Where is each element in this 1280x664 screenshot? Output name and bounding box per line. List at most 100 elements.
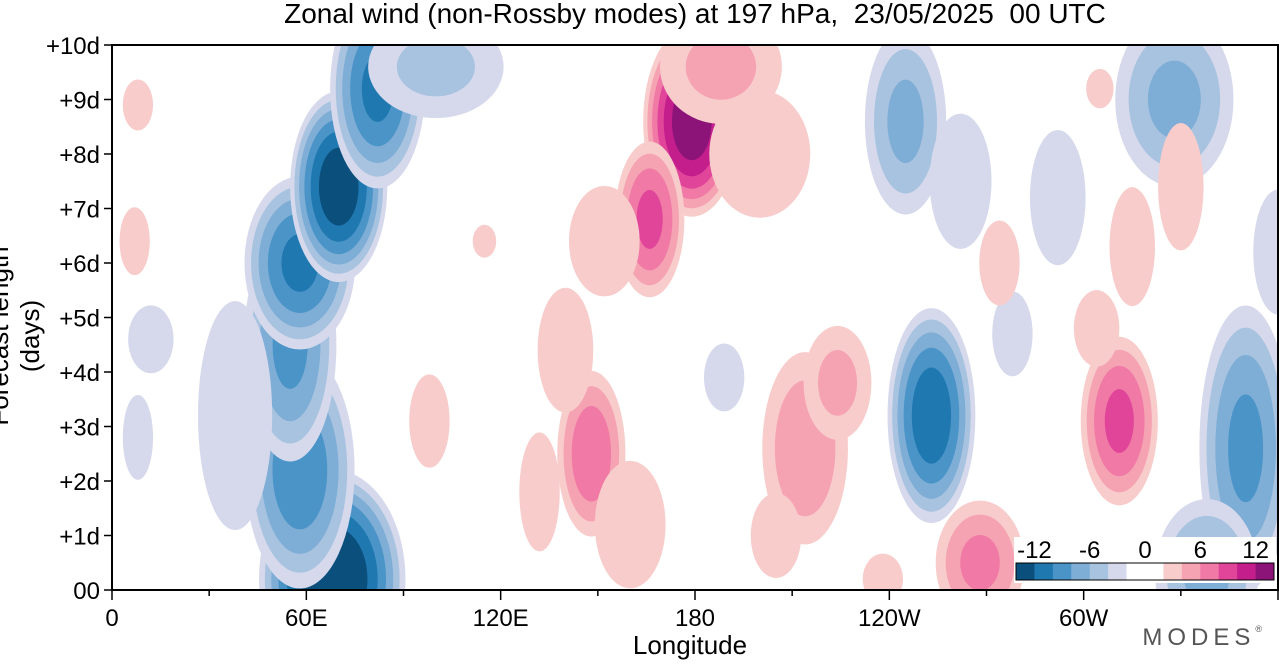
contour-feature-neg (197, 301, 273, 531)
contour-feature-pos (519, 432, 560, 552)
y-tick-label: +2d (59, 469, 100, 496)
contour-level (862, 553, 904, 590)
x-tick-label: 60W (1059, 605, 1109, 632)
x-tick-label: 120E (473, 605, 529, 632)
contour-level (1109, 187, 1155, 307)
contour-feature-pos (594, 460, 666, 589)
colorbar-label: -12 (1017, 537, 1052, 564)
registered-mark: ® (1255, 624, 1262, 634)
contour-feature-pos (803, 325, 872, 440)
contour-level (1104, 389, 1134, 453)
contour-feature-pos (935, 500, 1025, 590)
colorbar-swatch (1200, 563, 1220, 580)
colorbar-swatch (1181, 563, 1201, 580)
contour-level (571, 405, 612, 502)
contour-level (472, 224, 497, 258)
colorbar-swatch (1052, 563, 1072, 580)
colorbar-swatch (1034, 563, 1054, 580)
contour-level (685, 45, 757, 100)
contour-level (568, 185, 640, 297)
contour-level (992, 291, 1033, 377)
contour-level (128, 305, 174, 374)
y-tick-label: +1d (59, 524, 100, 551)
contour-feature-pos (979, 220, 1020, 306)
x-tick-label: 60E (285, 605, 328, 632)
contour-feature-neg (703, 343, 745, 412)
contour-feature-pos (472, 224, 497, 258)
contour-feature-pos (1073, 290, 1120, 367)
colorbar-frame (1015, 562, 1275, 581)
contour-level (960, 534, 1000, 590)
contour-level (887, 79, 924, 164)
colorbar-swatch (1218, 563, 1238, 580)
y-tick-label: +6d (59, 251, 100, 278)
contour-feature-pos (119, 207, 150, 276)
contour-level (709, 90, 811, 218)
contour-level (979, 220, 1020, 306)
colorbar-swatch (1089, 563, 1109, 580)
contour-feature-neg (244, 176, 356, 350)
contour-level (1147, 60, 1201, 139)
colorbar-swatch (1108, 563, 1128, 580)
contour-level (1228, 394, 1264, 503)
contour-feature-neg (887, 308, 976, 524)
contour-feature-neg (1115, 45, 1234, 187)
contour-feature-neg (1029, 129, 1086, 266)
contour-feature-neg (368, 45, 504, 119)
contour-feature-neg (122, 394, 154, 480)
colorbar-label: 6 (1194, 537, 1207, 564)
contour-feature-pos (750, 493, 802, 578)
contour-feature-neg (1253, 189, 1278, 315)
x-axis-label: Longitude (632, 630, 748, 660)
contour-level (1073, 290, 1120, 367)
y-tick-label: +5d (59, 306, 100, 333)
y-tick-label: +4d (59, 360, 100, 387)
contour-level (396, 45, 475, 97)
contour-feature-pos (537, 287, 594, 413)
contour-level (122, 79, 154, 131)
y-tick-label: +10d (46, 33, 100, 60)
colorbar-swatch (1145, 563, 1164, 580)
contour-level (703, 343, 745, 412)
colorbar-label: 12 (1242, 537, 1269, 564)
contour-feature-neg (864, 45, 947, 215)
contour-level (122, 394, 154, 480)
contour-feature-pos (1080, 336, 1158, 506)
contour-feature-pos (409, 374, 450, 468)
chart-title: Zonal wind (non-Rossby modes) at 197 hPa… (284, 0, 1106, 29)
contour-level (750, 493, 802, 578)
contour-field (119, 45, 1278, 590)
colorbar-swatch (1126, 563, 1146, 580)
colorbar-swatch (1237, 563, 1257, 580)
contour-level (817, 349, 858, 416)
y-tick-label: +8d (59, 142, 100, 169)
contour-level (119, 207, 150, 276)
contour-level (1253, 189, 1278, 315)
contour-feature-pos (1109, 187, 1155, 307)
contour-level (1029, 129, 1086, 266)
contour-level (911, 367, 952, 464)
y-tick-label: +9d (59, 88, 100, 115)
contour-feature-pos (1086, 68, 1114, 109)
contour-feature-neg (128, 305, 174, 374)
contour-level (197, 301, 273, 531)
contour-level (929, 113, 992, 249)
x-tick-label: 120W (858, 605, 921, 632)
contour-level (519, 432, 560, 552)
x-tick-label: 180 (675, 605, 715, 632)
contour-level (537, 287, 594, 413)
modes-wordmark: MODES® (1142, 624, 1262, 652)
y-tick-label: +3d (59, 415, 100, 442)
contour-feature-neg (992, 291, 1033, 377)
contour-feature-pos (122, 79, 154, 131)
modes-wordmark-text: MODES (1142, 624, 1256, 651)
colorbar-swatch (1255, 563, 1275, 580)
y-axis-label: Forecast length (days) (0, 246, 45, 426)
y-tick-label: +7d (59, 197, 100, 224)
contour-level (594, 460, 666, 589)
contour-feature-neg (929, 113, 992, 249)
y-tick-label: 00 (73, 578, 100, 605)
colorbar-swatch (1163, 563, 1183, 580)
x-tick-label: 0 (105, 605, 118, 632)
